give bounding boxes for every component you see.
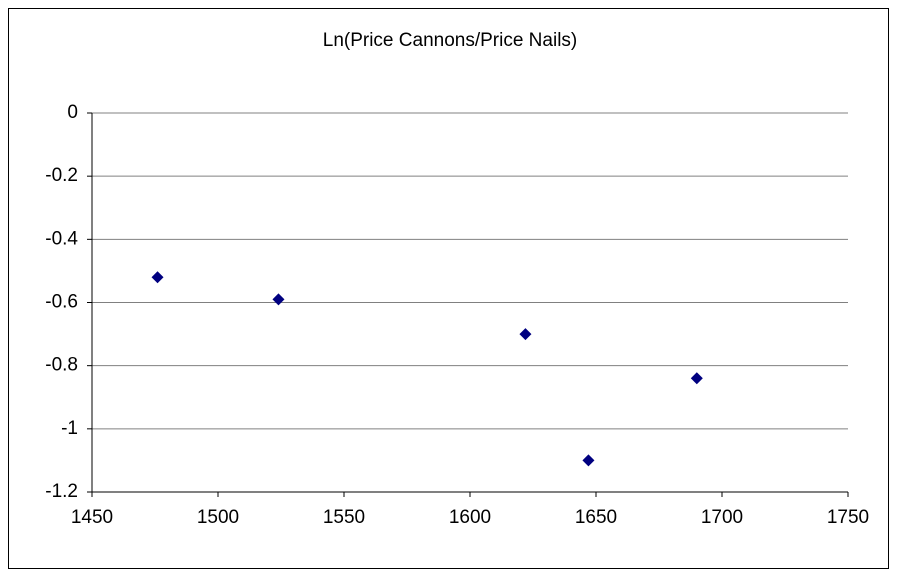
- x-tick-label: 1700: [701, 507, 743, 528]
- x-tick-label: 1650: [575, 507, 617, 528]
- y-tick-label: -0.8: [45, 355, 78, 376]
- x-tick-label: 1750: [827, 507, 869, 528]
- y-tick-label: -1: [61, 418, 78, 439]
- point: [151, 271, 164, 284]
- x-tick-label: 1550: [323, 507, 365, 528]
- y-tick-label: -0.6: [45, 292, 78, 313]
- point: [272, 293, 285, 306]
- chart-frame: [8, 8, 889, 569]
- point: [519, 328, 532, 341]
- point: [582, 454, 595, 467]
- y-tick-label: 0: [67, 102, 78, 123]
- y-tick-label: -1.2: [45, 481, 78, 502]
- y-tick-label: -0.4: [45, 228, 78, 249]
- x-tick-label: 1450: [71, 507, 113, 528]
- y-tick-label: -0.2: [45, 165, 78, 186]
- chart-title: Ln(Price Cannons/Price Nails): [323, 30, 578, 51]
- x-tick-label: 1500: [197, 507, 239, 528]
- point: [690, 372, 703, 385]
- x-tick-label: 1600: [449, 507, 491, 528]
